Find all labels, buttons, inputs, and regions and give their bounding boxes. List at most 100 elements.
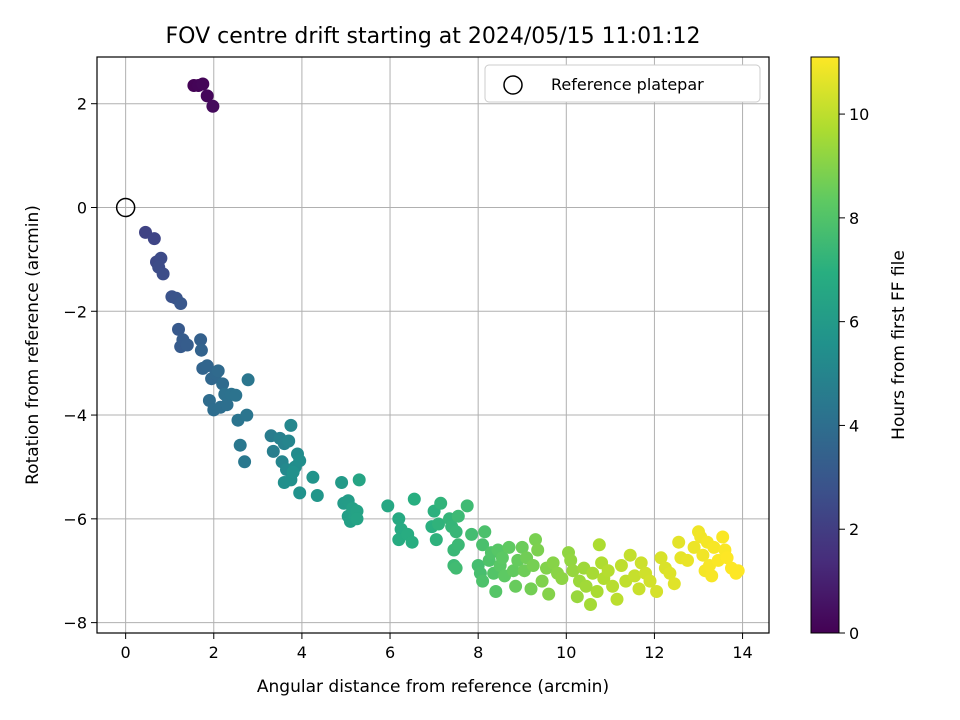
- data-point: [489, 585, 503, 598]
- data-point: [293, 486, 307, 500]
- legend-label: Reference platepar: [551, 75, 704, 94]
- data-point: [293, 454, 307, 468]
- data-point: [229, 388, 243, 402]
- data-point: [240, 408, 254, 422]
- data-point: [429, 533, 443, 547]
- data-point: [564, 553, 578, 567]
- data-point: [233, 438, 247, 452]
- data-point: [654, 551, 668, 565]
- colorbar-tick-label: 0: [849, 624, 859, 643]
- x-tick-label: 10: [556, 643, 576, 662]
- data-point: [590, 585, 604, 598]
- data-point: [592, 538, 606, 552]
- data-point: [286, 465, 300, 479]
- data-point: [515, 540, 529, 554]
- data-point: [180, 338, 194, 352]
- data-point: [465, 527, 479, 541]
- data-point: [672, 535, 686, 549]
- x-axis-ticks: 0 2 4 6 8 10 12 14: [121, 633, 753, 662]
- data-point: [194, 333, 208, 347]
- data-point: [705, 569, 719, 583]
- data-point: [476, 538, 490, 552]
- data-point: [350, 512, 364, 526]
- data-point: [449, 561, 463, 575]
- data-point: [720, 551, 734, 565]
- data-point: [196, 77, 210, 91]
- data-point: [546, 556, 560, 570]
- y-tick-label: 0: [77, 198, 87, 217]
- data-point: [542, 587, 556, 601]
- colorbar-tick-label: 2: [849, 520, 859, 539]
- data-point: [716, 530, 730, 544]
- colorbar-tick-label: 6: [849, 313, 859, 332]
- data-point: [200, 359, 214, 373]
- data-point: [352, 473, 366, 487]
- data-point: [200, 89, 214, 103]
- data-point: [381, 499, 395, 513]
- data-point: [432, 517, 445, 531]
- data-point: [696, 548, 710, 562]
- data-point: [632, 582, 646, 596]
- data-point: [174, 297, 188, 310]
- data-point: [392, 512, 406, 526]
- colorbar-tick-label: 8: [849, 209, 859, 228]
- x-tick-label: 0: [121, 643, 131, 662]
- data-point: [194, 343, 208, 357]
- plot-frame: [96, 56, 770, 634]
- data-point: [284, 418, 298, 432]
- y-tick-label: −6: [63, 510, 87, 529]
- data-point: [449, 525, 463, 539]
- data-point: [460, 499, 474, 513]
- data-point: [407, 492, 421, 506]
- data-point: [610, 592, 624, 606]
- data-point: [601, 564, 615, 578]
- colorbar-tick-label: 10: [849, 105, 869, 124]
- data-point: [570, 590, 584, 604]
- y-axis-label: Rotation from reference (arcmin): [23, 205, 43, 485]
- reference-platepar-marker: [115, 197, 136, 218]
- data-point: [707, 540, 721, 554]
- data-point: [555, 572, 569, 585]
- data-point: [306, 470, 320, 484]
- data-point: [681, 553, 694, 567]
- data-point: [663, 566, 677, 580]
- y-tick-label: −2: [63, 302, 87, 321]
- data-point: [266, 444, 280, 458]
- data-point: [526, 559, 540, 572]
- data-point: [238, 455, 252, 469]
- x-tick-label: 12: [644, 643, 664, 662]
- data-point: [478, 525, 492, 539]
- data-point: [579, 579, 593, 593]
- data-point: [434, 496, 448, 510]
- grid: [97, 57, 769, 633]
- data-point: [502, 540, 516, 554]
- data-point: [566, 564, 580, 578]
- data-point: [634, 556, 648, 570]
- data-point: [405, 535, 419, 549]
- x-tick-label: 8: [473, 643, 483, 662]
- data-point: [451, 509, 465, 523]
- y-tick-label: 2: [77, 95, 87, 114]
- data-point: [535, 574, 549, 588]
- data-point: [216, 377, 230, 391]
- y-tick-label: −4: [63, 406, 87, 425]
- data-point: [241, 373, 255, 387]
- data-point: [220, 398, 234, 412]
- data-point: [524, 582, 538, 596]
- data-point: [509, 579, 523, 593]
- x-tick-label: 4: [297, 643, 307, 662]
- data-point: [147, 232, 161, 246]
- data-point: [628, 569, 642, 583]
- data-point: [156, 267, 170, 281]
- data-point: [531, 543, 545, 557]
- y-tick-label: −8: [63, 614, 87, 633]
- data-point: [614, 559, 628, 572]
- x-axis-label: Angular distance from reference (arcmin): [257, 677, 609, 697]
- x-tick-label: 6: [385, 643, 395, 662]
- colorbar-tick-label: 4: [849, 416, 859, 435]
- data-point: [643, 574, 657, 588]
- data-point: [335, 476, 349, 489]
- x-tick-label: 14: [732, 643, 752, 662]
- data-point: [606, 579, 620, 593]
